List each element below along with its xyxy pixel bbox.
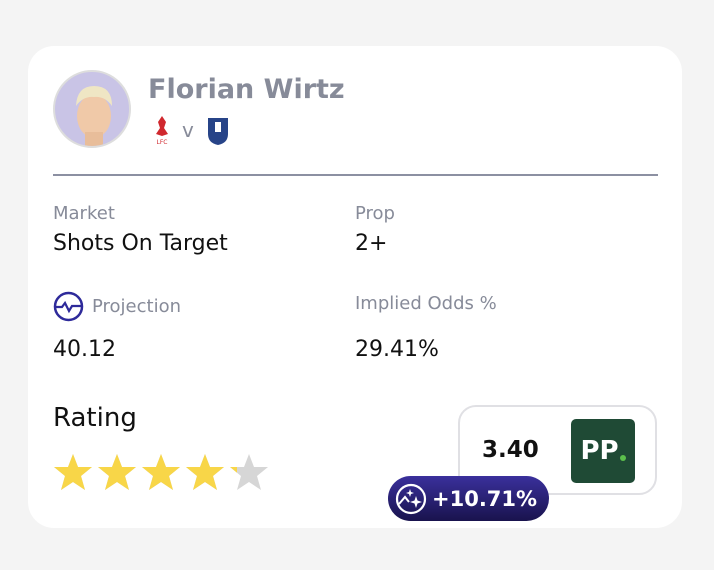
prop-label: Prop bbox=[355, 203, 395, 224]
liverpool-crest-icon: LFC bbox=[156, 116, 168, 146]
divider bbox=[53, 174, 658, 176]
star-icon bbox=[186, 454, 224, 490]
star-icon bbox=[142, 454, 180, 490]
projection-value: 40.12 bbox=[53, 337, 116, 362]
odds-price: 3.40 bbox=[482, 437, 539, 463]
rating-label: Rating bbox=[53, 403, 137, 433]
svg-text:LFC: LFC bbox=[157, 139, 168, 146]
player-avatar bbox=[53, 70, 131, 148]
odds-box[interactable]: 3.40 PP bbox=[458, 405, 657, 495]
versus-label: v bbox=[182, 118, 194, 142]
edge-badge: +10.71% bbox=[388, 476, 549, 521]
pulse-icon bbox=[53, 291, 84, 322]
implied-odds-label: Implied Odds % bbox=[355, 293, 497, 314]
star-icon bbox=[230, 454, 268, 490]
prop-value: 2+ bbox=[355, 231, 388, 256]
player-name: Florian Wirtz bbox=[148, 74, 345, 105]
star-icon bbox=[54, 454, 92, 490]
everton-crest-icon bbox=[207, 118, 228, 145]
star-rating bbox=[53, 452, 269, 492]
star-icon bbox=[98, 454, 136, 490]
edge-value: +10.71% bbox=[432, 486, 538, 511]
bookmaker-logo: PP bbox=[571, 419, 635, 483]
market-value: Shots On Target bbox=[53, 231, 228, 256]
implied-odds-value: 29.41% bbox=[355, 337, 439, 362]
projection-label: Projection bbox=[92, 296, 182, 317]
market-label: Market bbox=[53, 203, 115, 224]
projection-label-row: Projection bbox=[53, 291, 181, 322]
sparkle-icon bbox=[395, 483, 427, 514]
fixture: LFC v bbox=[152, 114, 232, 146]
